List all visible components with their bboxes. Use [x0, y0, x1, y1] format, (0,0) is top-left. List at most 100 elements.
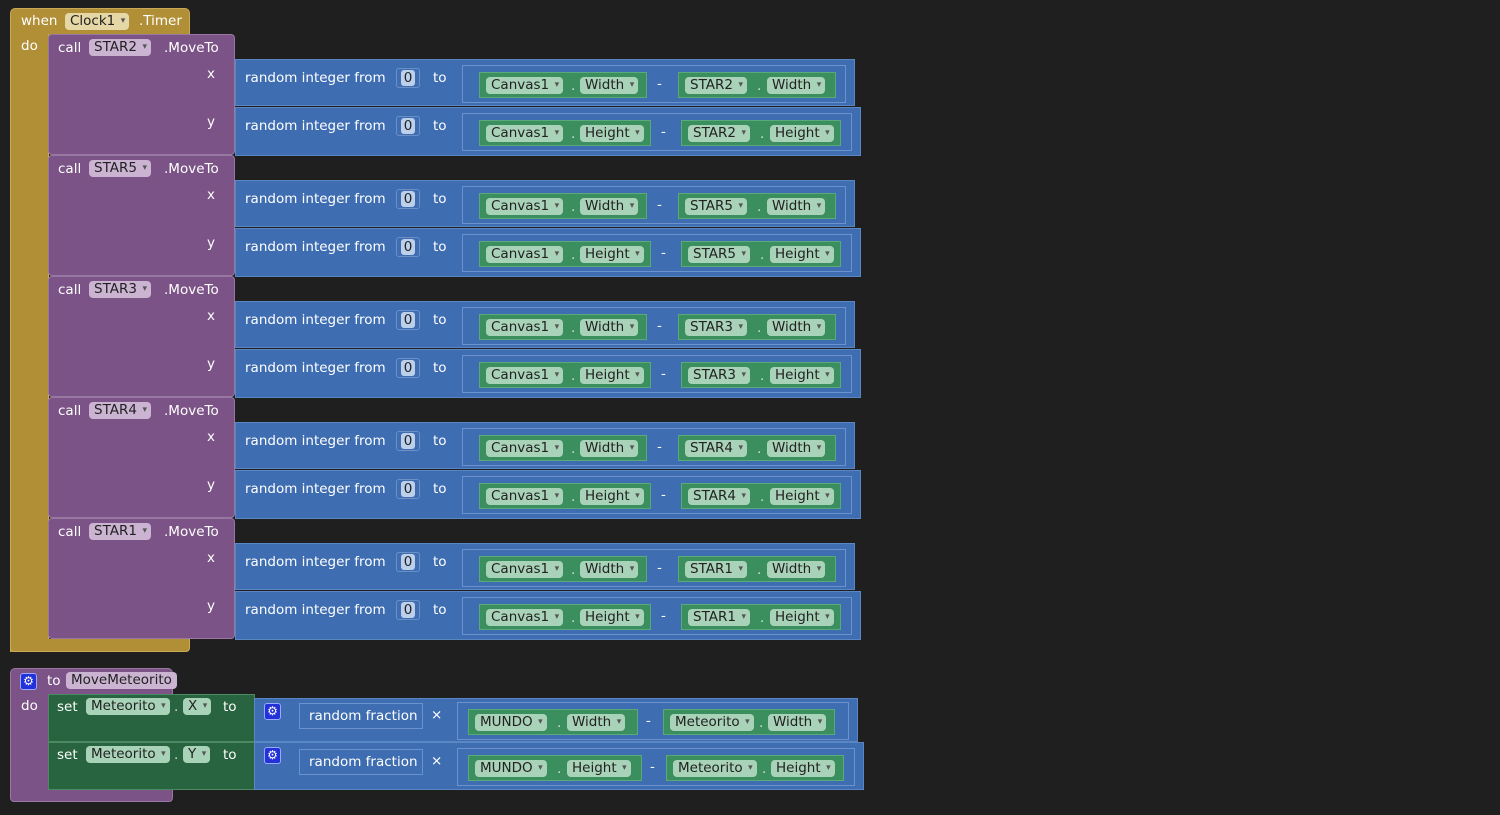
property-dropdown[interactable]: Height — [580, 367, 644, 384]
canvas-dropdown[interactable]: Canvas1 — [486, 609, 564, 626]
subtract-block[interactable]: Canvas1.Width-STAR2.Width — [462, 65, 846, 103]
canvas-getter-block[interactable]: Canvas1.Height — [479, 120, 651, 146]
property-dropdown[interactable]: Y — [183, 746, 211, 763]
random-integer-block[interactable]: random integer from0toCanvas1.Height-STA… — [235, 591, 861, 640]
gear-icon[interactable]: ⚙ — [264, 747, 281, 764]
property-dropdown[interactable]: Height — [580, 125, 644, 142]
from-number-field[interactable]: 0 — [396, 116, 420, 136]
from-number-field[interactable]: 0 — [396, 358, 420, 378]
canvas-getter-block[interactable]: Canvas1.Height — [479, 241, 651, 267]
canvas-dropdown[interactable]: Canvas1 — [486, 561, 564, 578]
set-meteorito-block[interactable]: set Meteorito.Xto — [48, 694, 255, 742]
canvas-getter-block[interactable]: Canvas1.Height — [479, 362, 651, 388]
property-dropdown[interactable]: Width — [580, 77, 639, 94]
subtract-block[interactable]: Canvas1.Height-STAR2.Height — [462, 113, 852, 151]
random-fraction-block[interactable]: random fraction — [299, 703, 423, 729]
procedure-name-field[interactable]: MoveMeteorito — [66, 672, 177, 689]
star-dropdown[interactable]: STAR4 — [685, 440, 747, 457]
star-dropdown[interactable]: STAR2 — [685, 77, 747, 94]
from-number-field[interactable]: 0 — [396, 68, 420, 88]
canvas-dropdown[interactable]: Canvas1 — [486, 246, 564, 263]
property-dropdown[interactable]: X — [183, 698, 212, 715]
from-value[interactable]: 0 — [401, 360, 415, 376]
star-dropdown[interactable]: STAR5 — [89, 160, 151, 177]
property-dropdown[interactable]: Width — [767, 561, 826, 578]
property-dropdown[interactable]: Width — [767, 77, 826, 94]
canvas-dropdown[interactable]: Canvas1 — [486, 440, 564, 457]
star-dropdown[interactable]: STAR4 — [89, 402, 151, 419]
property-dropdown[interactable]: Height — [770, 367, 834, 384]
canvas-dropdown[interactable]: Canvas1 — [486, 319, 564, 336]
star-getter-block[interactable]: STAR4. Width — [678, 435, 836, 461]
random-integer-block[interactable]: random integer from0toCanvas1.Height-STA… — [235, 470, 861, 519]
meteorito-getter-block[interactable]: Meteorito.Height — [666, 755, 844, 781]
when-clock-timer-block[interactable]: when Clock1 .Timer — [10, 8, 190, 35]
star-dropdown[interactable]: STAR5 — [688, 246, 750, 263]
meteorito-getter-block[interactable]: Meteorito.Width — [663, 709, 835, 735]
property-dropdown[interactable]: Height — [567, 760, 631, 777]
gear-icon[interactable]: ⚙ — [264, 703, 281, 720]
mundo-getter-block[interactable]: MUNDO. Height — [468, 755, 642, 781]
canvas-dropdown[interactable]: Canvas1 — [486, 77, 564, 94]
property-dropdown[interactable]: Height — [770, 246, 834, 263]
star-getter-block[interactable]: STAR2. Height — [681, 120, 841, 146]
random-fraction-block[interactable]: random fraction — [299, 749, 423, 775]
from-number-field[interactable]: 0 — [396, 479, 420, 499]
star-dropdown[interactable]: STAR2 — [89, 39, 151, 56]
random-integer-block[interactable]: random integer from0toCanvas1.Width-STAR… — [235, 543, 855, 590]
property-dropdown[interactable]: Width — [580, 440, 639, 457]
canvas-getter-block[interactable]: Canvas1.Width — [479, 314, 647, 340]
subtract-block[interactable]: MUNDO.Height-Meteorito.Height — [457, 748, 855, 786]
canvas-dropdown[interactable]: Canvas1 — [486, 488, 564, 505]
call-moveto-block[interactable]: call STAR1 .MoveTo x y — [48, 518, 235, 639]
property-dropdown[interactable]: Height — [580, 246, 644, 263]
random-integer-block[interactable]: random integer from0toCanvas1.Width-STAR… — [235, 59, 855, 106]
property-dropdown[interactable]: Height — [771, 760, 835, 777]
canvas-getter-block[interactable]: Canvas1.Height — [479, 604, 651, 630]
call-moveto-block[interactable]: call STAR4 .MoveTo x y — [48, 397, 235, 518]
subtract-block[interactable]: Canvas1.Width-STAR3.Width — [462, 307, 846, 345]
component-dropdown[interactable]: Meteorito — [86, 698, 170, 715]
canvas-getter-block[interactable]: Canvas1.Width — [479, 435, 647, 461]
from-value[interactable]: 0 — [401, 602, 415, 618]
subtract-block[interactable]: Canvas1.Width-STAR5.Width — [462, 186, 846, 224]
component-dropdown[interactable]: Meteorito — [86, 746, 170, 763]
random-integer-block[interactable]: random integer from0toCanvas1.Height-STA… — [235, 349, 861, 398]
star-getter-block[interactable]: STAR5. Height — [681, 241, 841, 267]
from-value[interactable]: 0 — [401, 312, 415, 328]
canvas-getter-block[interactable]: Canvas1.Width — [479, 556, 647, 582]
canvas-getter-block[interactable]: Canvas1.Width — [479, 72, 647, 98]
star-dropdown[interactable]: STAR1 — [685, 561, 747, 578]
property-dropdown[interactable]: Width — [767, 440, 826, 457]
set-meteorito-block[interactable]: set Meteorito.Yto — [48, 742, 255, 790]
subtract-block[interactable]: Canvas1.Height-STAR1.Height — [462, 597, 852, 635]
subtract-block[interactable]: Canvas1.Width-STAR4.Width — [462, 428, 846, 466]
clock-dropdown[interactable]: Clock1 — [65, 13, 130, 30]
from-value[interactable]: 0 — [401, 118, 415, 134]
property-dropdown[interactable]: Width — [767, 319, 826, 336]
star-dropdown[interactable]: STAR3 — [685, 319, 747, 336]
multiply-block[interactable]: ⚙random fraction×MUNDO.Height-Meteorito.… — [254, 742, 864, 790]
from-value[interactable]: 0 — [401, 481, 415, 497]
mundo-getter-block[interactable]: MUNDO. Width — [468, 709, 638, 735]
property-dropdown[interactable]: Height — [580, 488, 644, 505]
from-number-field[interactable]: 0 — [396, 310, 420, 330]
subtract-block[interactable]: Canvas1.Height-STAR4.Height — [462, 476, 852, 514]
from-value[interactable]: 0 — [401, 70, 415, 86]
gear-icon[interactable]: ⚙ — [20, 673, 37, 690]
property-dropdown[interactable]: Height — [770, 609, 834, 626]
canvas-dropdown[interactable]: Canvas1 — [486, 198, 564, 215]
property-dropdown[interactable]: Height — [770, 125, 834, 142]
mundo-dropdown[interactable]: MUNDO — [475, 760, 547, 777]
subtract-block[interactable]: Canvas1.Height-STAR5.Height — [462, 234, 852, 272]
property-dropdown[interactable]: Width — [767, 198, 826, 215]
star-getter-block[interactable]: STAR3. Height — [681, 362, 841, 388]
random-integer-block[interactable]: random integer from0toCanvas1.Height-STA… — [235, 107, 861, 156]
from-number-field[interactable]: 0 — [396, 189, 420, 209]
star-getter-block[interactable]: STAR1. Height — [681, 604, 841, 630]
call-moveto-block[interactable]: call STAR2 .MoveTo x y — [48, 34, 235, 155]
canvas-dropdown[interactable]: Canvas1 — [486, 367, 564, 384]
star-dropdown[interactable]: STAR1 — [688, 609, 750, 626]
random-integer-block[interactable]: random integer from0toCanvas1.Width-STAR… — [235, 301, 855, 348]
from-value[interactable]: 0 — [401, 239, 415, 255]
